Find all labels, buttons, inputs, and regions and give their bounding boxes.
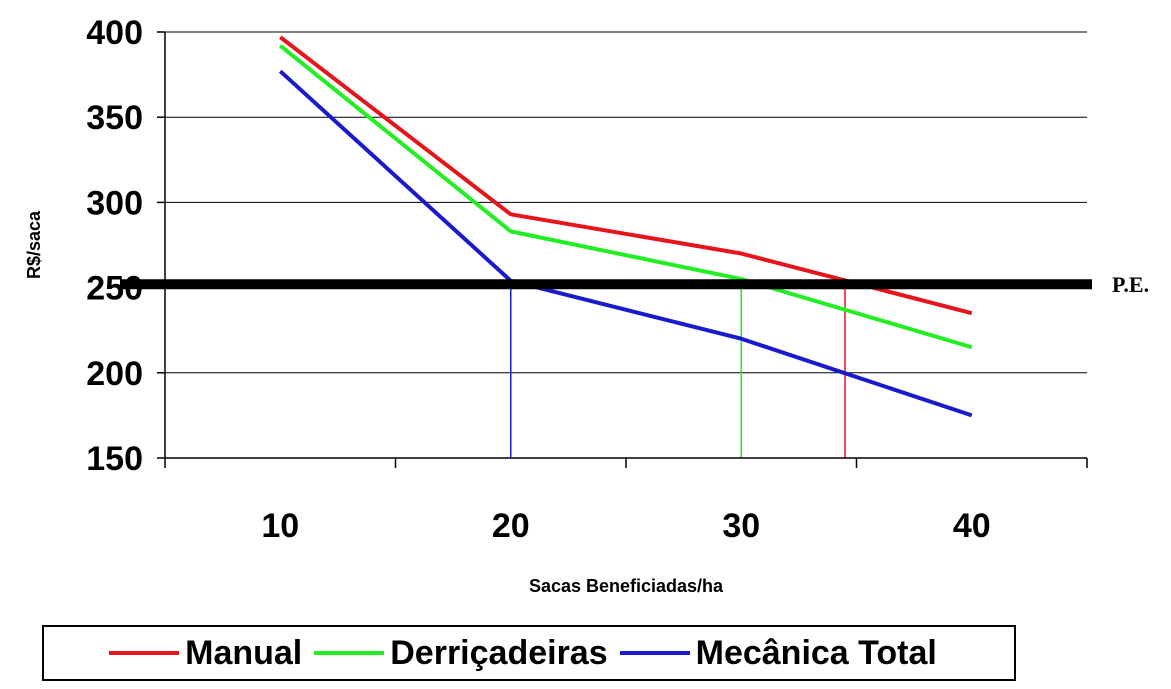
series-lines	[278, 35, 973, 418]
y-tick-label-350: 350	[86, 99, 143, 137]
y-tick-label-300: 300	[86, 184, 143, 222]
tick-labels: 150 200 250 300 350 400 10 20 30 40	[86, 14, 990, 545]
x-tick-label-20: 20	[492, 507, 530, 545]
legend: Manual Derriçadeiras Mecânica Total	[42, 625, 1016, 681]
y-tick-label-250: 250	[86, 270, 143, 308]
legend-item: Derriçadeiras	[314, 633, 608, 673]
x-tick-label-40: 40	[953, 507, 991, 545]
x-tick-label-30: 30	[722, 507, 760, 545]
legend-swatch	[619, 651, 690, 655]
legend-label: Manual	[185, 633, 303, 672]
legend-label: Derriçadeiras	[390, 633, 608, 672]
legend-label: Mecânica Total	[695, 633, 937, 672]
x-tick-label-10: 10	[261, 507, 299, 545]
y-axis-title: R$/saca	[24, 210, 44, 279]
series-line-derricadeiras	[278, 44, 973, 350]
series-line-manual	[279, 35, 973, 316]
y-tick-label-150: 150	[86, 440, 143, 478]
x-axis-title: Sacas Beneficiadas/ha	[529, 576, 724, 596]
y-tick-label-200: 200	[86, 355, 143, 393]
legend-swatch	[314, 651, 385, 655]
reference-line-label: P.E.	[1112, 272, 1149, 297]
legend-item: Manual	[109, 634, 302, 673]
break-even-drop-lines	[510, 284, 846, 458]
y-tick-label-400: 400	[86, 14, 143, 52]
legend-swatch	[109, 651, 180, 655]
axes	[157, 31, 1088, 468]
gridlines	[165, 31, 1087, 374]
series-line-mecanica-total	[278, 69, 973, 418]
legend-item: Mecânica Total	[619, 633, 937, 673]
